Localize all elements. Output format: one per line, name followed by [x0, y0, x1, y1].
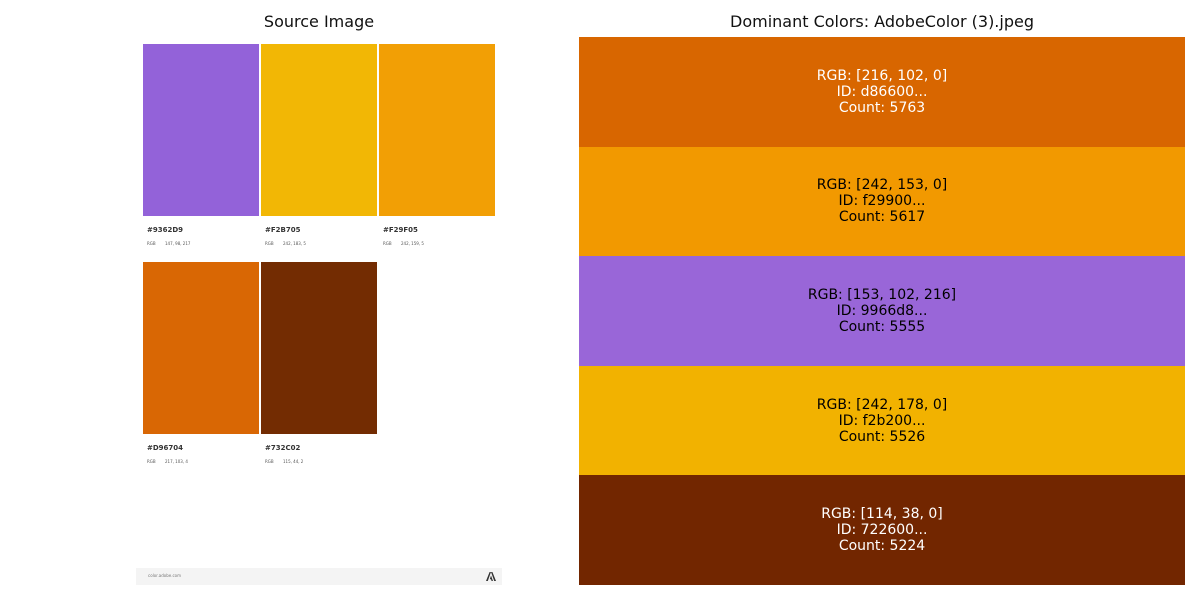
swatch-rgb-key: RGB: [265, 459, 274, 464]
bar-count-text: Count: 5555: [838, 318, 926, 335]
swatch-rgb-key: RGB: [147, 459, 156, 464]
bar-id-text: ID: d86600...: [836, 83, 928, 100]
footer-url: color.adobe.com: [148, 573, 182, 578]
swatch-rgb-value: 242, 159, 5: [401, 241, 424, 246]
adobe-logo-icon: [486, 572, 496, 581]
dominant-color-bar: RGB: [114, 38, 0] ID: 722600... Count: 5…: [579, 475, 1185, 585]
bar-rgb-text: RGB: [114, 38, 0]: [821, 506, 943, 523]
swatch-rgb-value: 115, 44, 2: [283, 459, 304, 464]
bar-rgb-text: RGB: [216, 102, 0]: [816, 67, 948, 84]
swatch-rgb-text: RGB 147, 98, 217: [147, 241, 190, 246]
swatch-color: [261, 262, 377, 434]
bar-id-text: ID: 722600...: [836, 522, 928, 539]
swatch-rgb-key: RGB: [265, 241, 274, 246]
dominant-color-bar: RGB: [242, 153, 0] ID: f29900... Count: …: [579, 146, 1185, 257]
source-footer: color.adobe.com: [136, 568, 502, 585]
swatch-color: [143, 44, 259, 216]
bar-rgb-text: RGB: [242, 153, 0]: [816, 177, 948, 194]
swatch-color: [261, 44, 377, 216]
source-image: #9362D9 RGB 147, 98, 217 #F2B705 RGB 242, …: [136, 37, 502, 585]
bar-count-text: Count: 5617: [838, 209, 926, 226]
bar-count-text: Count: 5526: [838, 428, 926, 445]
swatch-rgb-text: RGB 242, 183, 5: [265, 241, 306, 246]
swatch-rgb-value: 242, 183, 5: [283, 241, 306, 246]
dominant-colors-panel: RGB: [216, 102, 0] ID: d86600... Count: …: [579, 37, 1185, 585]
bar-rgb-text: RGB: [242, 178, 0]: [816, 396, 948, 413]
dominant-color-bar: RGB: [153, 102, 216] ID: 9966d8... Count…: [579, 256, 1185, 366]
dominant-colors-title: Dominant Colors: AdobeColor (3).jpeg: [730, 12, 1034, 31]
bar-rgb-text: RGB: [153, 102, 216]: [807, 286, 957, 303]
swatch-hex-label: #F2B705: [265, 226, 301, 234]
dominant-color-bar: RGB: [242, 178, 0] ID: f2b200... Count: …: [579, 365, 1185, 476]
swatch-rgb-text: RGB 115, 44, 2: [265, 459, 303, 464]
swatch-rgb-text: RGB 242, 159, 5: [383, 241, 424, 246]
swatch-rgb-text: RGB 217, 103, 4: [147, 459, 188, 464]
swatch-hex-label: #D96704: [147, 444, 184, 452]
source-image-title: Source Image: [263, 12, 375, 31]
swatch-color: [143, 262, 259, 434]
swatch-rgb-value: 217, 103, 4: [165, 459, 188, 464]
bar-id-text: ID: f2b200...: [838, 412, 926, 429]
bar-count-text: Count: 5763: [838, 99, 926, 116]
swatch-rgb-key: RGB: [383, 241, 392, 246]
swatch-hex-label: #732C02: [265, 444, 301, 452]
swatch-rgb-value: 147, 98, 217: [165, 241, 191, 246]
swatch-hex-label: #F29F05: [383, 226, 418, 234]
bar-id-text: ID: f29900...: [838, 193, 926, 210]
swatch-color: [379, 44, 495, 216]
swatch-rgb-key: RGB: [147, 241, 156, 246]
bar-id-text: ID: 9966d8...: [836, 302, 928, 319]
dominant-color-bar: RGB: [216, 102, 0] ID: d86600... Count: …: [579, 37, 1185, 147]
bar-count-text: Count: 5224: [838, 538, 926, 555]
swatch-hex-label: #9362D9: [147, 226, 184, 234]
